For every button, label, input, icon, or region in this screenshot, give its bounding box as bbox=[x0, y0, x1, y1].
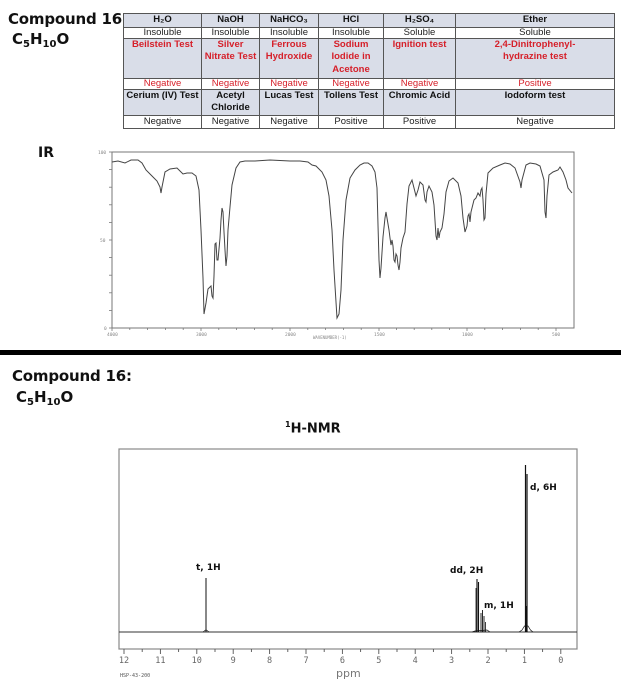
ir-label: IR bbox=[38, 145, 54, 161]
test-result-row-2: Negative Negative Negative Positive Posi… bbox=[123, 114, 615, 129]
nmr-x-tick-label: 5 bbox=[376, 656, 381, 666]
test-cell: Ignition test bbox=[383, 37, 456, 79]
header-cell: HCl bbox=[318, 13, 384, 28]
peak-label-d-6h: d, 6H bbox=[530, 483, 557, 493]
test-cell: 2,4-Dinitrophenyl-hydrazine test bbox=[455, 37, 615, 79]
nmr-x-tick-label: 0 bbox=[558, 656, 563, 666]
nmr-x-tick-label: 12 bbox=[119, 656, 129, 666]
section-divider bbox=[0, 350, 621, 355]
nmr-x-tick-label: 4 bbox=[413, 656, 418, 666]
nmr-x-tick-label: 10 bbox=[192, 656, 202, 666]
nmr-x-tick-label: 8 bbox=[267, 656, 272, 666]
result-cell: Positive bbox=[318, 114, 384, 129]
test-result-row-1: Negative Negative Negative Negative Nega… bbox=[123, 77, 615, 90]
nmr-x-tick-label: 3 bbox=[449, 656, 454, 666]
header-cell: H₂SO₄ bbox=[383, 13, 456, 28]
nmr-x-tick-label: 2 bbox=[485, 656, 490, 666]
solvent-header-row: H₂O NaOH NaHCO₃ HCl H₂SO₄ Ether bbox=[123, 13, 615, 28]
nmr-x-axis-label: ppm bbox=[336, 667, 361, 680]
ir-y-tick-label: 0 bbox=[104, 326, 107, 332]
test-cell: Sodium Iodide in Acetone bbox=[318, 37, 384, 79]
nmr-peaks bbox=[202, 465, 534, 633]
result-cell: Negative bbox=[259, 114, 319, 129]
test-cell: Tollens Test bbox=[318, 88, 384, 116]
ir-x-tick-label: 500 bbox=[552, 332, 560, 338]
test-cell: Silver Nitrate Test bbox=[201, 37, 260, 79]
ir-y-ticks bbox=[109, 151, 112, 329]
nmr-x-tick-label: 6 bbox=[340, 656, 345, 666]
nmr-footer-code: HSP-43-200 bbox=[120, 673, 150, 679]
ir-y-tick-label: 50 bbox=[100, 238, 106, 244]
nmr-frame bbox=[118, 448, 578, 650]
nmr-x-tick-label: 1 bbox=[522, 656, 527, 666]
ir-spectrum-trace bbox=[111, 159, 573, 320]
test-cell: Acetyl Chloride bbox=[201, 88, 260, 116]
peak-label-t-1h: t, 1H bbox=[196, 563, 221, 573]
ir-x-tick-label: 1000 bbox=[462, 332, 473, 338]
peak-label-m-1h: m, 1H bbox=[484, 601, 514, 611]
chemical-tests-table: H₂O NaOH NaHCO₃ HCl H₂SO₄ Ether Insolubl… bbox=[123, 13, 615, 129]
ir-y-tick-label: 100 bbox=[98, 150, 106, 156]
compound-title-bottom: Compound 16: bbox=[12, 367, 132, 385]
ir-x-ticks bbox=[111, 328, 557, 331]
peak-label-dd-2h: dd, 2H bbox=[450, 566, 484, 576]
test-cell: Chromic Acid bbox=[383, 88, 456, 116]
nmr-x-tick-label: 9 bbox=[231, 656, 236, 666]
header-cell: NaHCO₃ bbox=[259, 13, 319, 28]
test-cell: Iodoform test bbox=[455, 88, 615, 116]
result-cell: Negative bbox=[123, 114, 202, 129]
test-name-row-2: Cerium (IV) Test Acetyl Chloride Lucas T… bbox=[123, 88, 615, 116]
ir-spectrum-chart: 100 50 0 4000 3000 2000 1500 1000 500 WA… bbox=[98, 150, 575, 340]
test-cell: Beilstein Test bbox=[123, 37, 202, 79]
nmr-x-ticks bbox=[123, 649, 562, 654]
nmr-x-tick-label: 11 bbox=[155, 656, 165, 666]
result-cell: Negative bbox=[455, 114, 615, 129]
ir-x-tick-label: 4000 bbox=[107, 332, 118, 338]
nmr-x-tick-label: 7 bbox=[303, 656, 308, 666]
test-cell: Ferrous Hydroxide bbox=[259, 37, 319, 79]
compound-title: Compound 16: bbox=[8, 10, 128, 28]
result-cell: Negative bbox=[201, 114, 260, 129]
ir-x-tick-label: 3000 bbox=[196, 332, 207, 338]
molecular-formula: C5H10O bbox=[12, 30, 70, 50]
result-cell: Positive bbox=[383, 114, 456, 129]
ir-x-axis-label: WAVENUMBER(-1) bbox=[313, 335, 347, 340]
molecular-formula-bottom: C5H10O bbox=[16, 388, 74, 408]
ir-x-tick-label: 2000 bbox=[285, 332, 296, 338]
test-name-row-1: Beilstein Test Silver Nitrate Test Ferro… bbox=[123, 37, 615, 79]
nmr-title: 1H-NMR bbox=[285, 420, 341, 437]
ir-x-tick-label: 1500 bbox=[374, 332, 385, 338]
